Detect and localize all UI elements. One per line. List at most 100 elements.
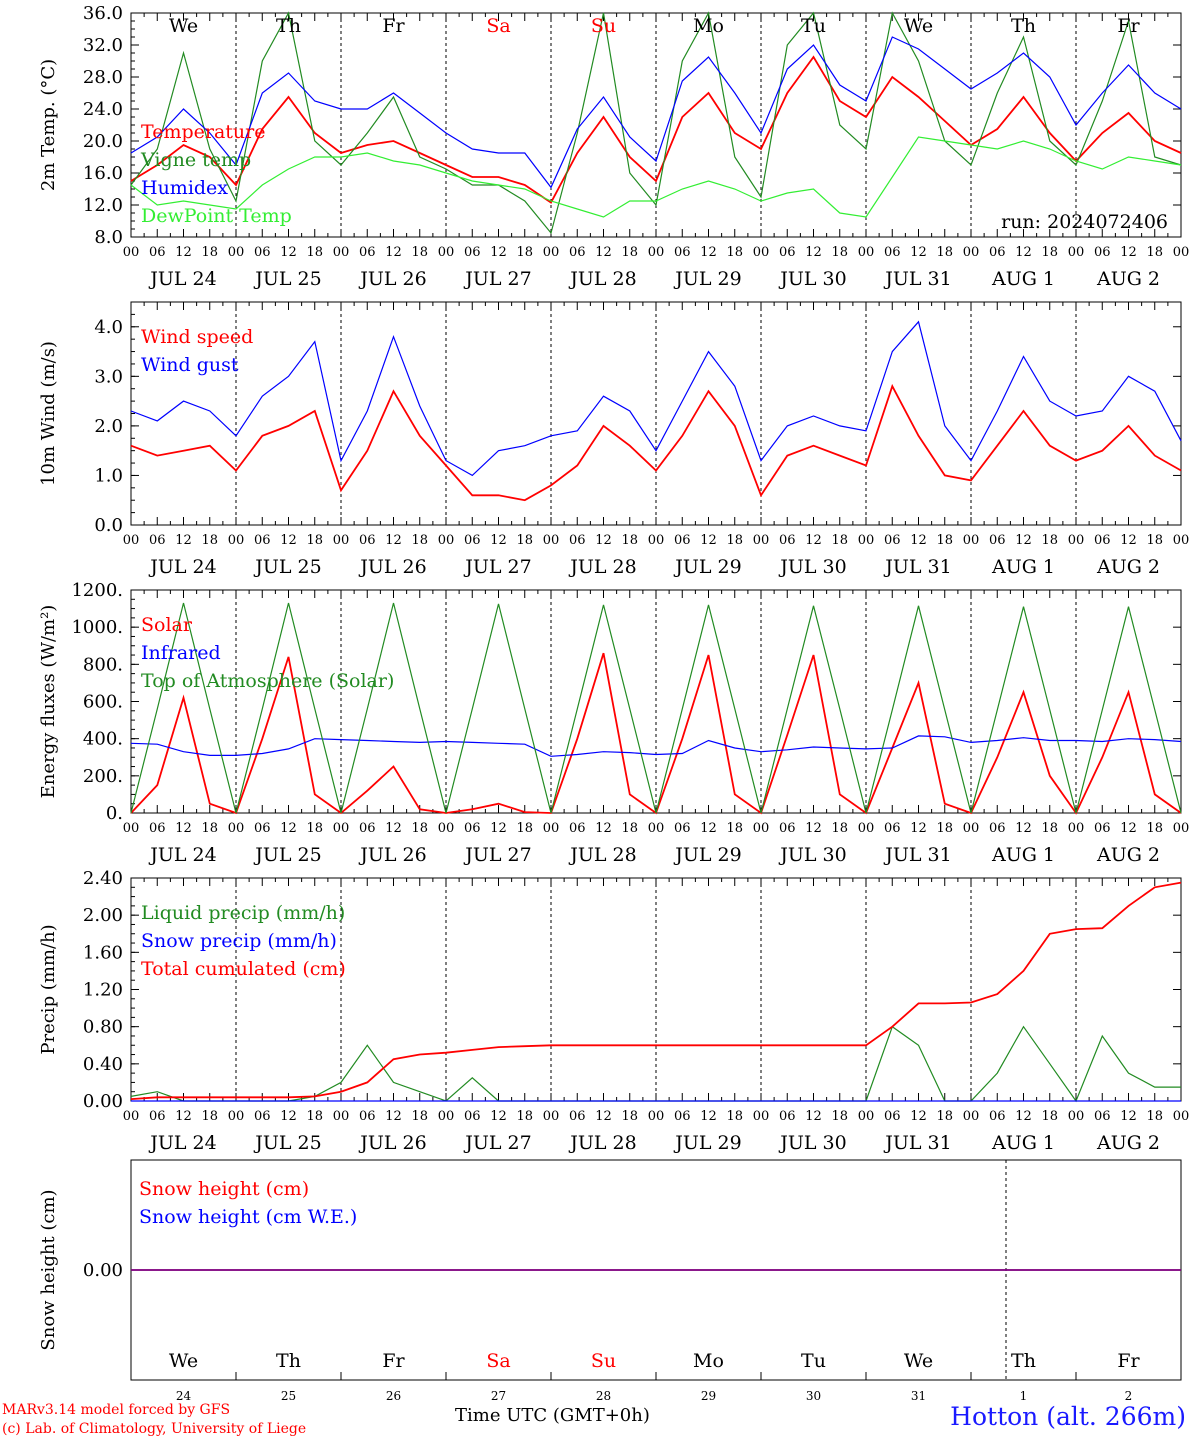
date-label: AUG 2 xyxy=(1096,268,1160,290)
weekday-label: Th xyxy=(276,1350,301,1372)
weekday-label: We xyxy=(169,15,198,37)
date-label: JUL 24 xyxy=(148,844,216,866)
plot-frame xyxy=(130,301,1182,526)
series-line xyxy=(130,881,1182,1100)
hour-tick-label: 18 xyxy=(411,533,428,548)
hour-tick-label: 12 xyxy=(490,245,507,260)
hour-tick-label: 18 xyxy=(1146,245,1163,260)
hour-tick-label: 18 xyxy=(1146,821,1163,836)
y-tick-label: 12.0 xyxy=(83,195,123,216)
time-axis-label: Time UTC (GMT+0h) xyxy=(455,1405,650,1426)
hour-tick-label: 00 xyxy=(648,533,665,548)
date-label: JUL 27 xyxy=(463,1132,531,1154)
hour-tick-label: 12 xyxy=(1120,821,1137,836)
y-tick-label: 1000. xyxy=(71,617,123,638)
date-label: AUG 1 xyxy=(991,268,1055,290)
series-line xyxy=(130,55,1182,204)
date-label: AUG 2 xyxy=(1096,844,1160,866)
hour-tick-label: 00 xyxy=(123,533,140,548)
hour-tick-label: 18 xyxy=(516,1109,533,1124)
y-axis-label: 2m Temp. (°C) xyxy=(38,59,59,191)
hour-tick-label: 06 xyxy=(989,1109,1006,1124)
hour-tick-label: 00 xyxy=(648,245,665,260)
hour-tick-label: 00 xyxy=(123,1109,140,1124)
series-line xyxy=(130,11,1182,235)
hour-tick-label: 12 xyxy=(910,533,927,548)
hour-tick-label: 06 xyxy=(359,821,376,836)
weekday-label: Su xyxy=(591,1350,616,1372)
legend-entry: Top of Atmosphere (Solar) xyxy=(141,670,394,692)
y-tick-label: 0.40 xyxy=(83,1054,123,1075)
hour-tick-label: 12 xyxy=(175,821,192,836)
hour-tick-label: 00 xyxy=(858,1109,875,1124)
y-tick-label: 32.0 xyxy=(83,35,123,56)
hour-tick-label: 06 xyxy=(884,821,901,836)
hour-tick-label: 12 xyxy=(700,1109,717,1124)
hour-tick-label: 18 xyxy=(726,245,743,260)
hour-tick-label: 00 xyxy=(228,533,245,548)
legend-entry: Temperature xyxy=(141,121,265,143)
y-tick-label: 1.0 xyxy=(94,465,123,486)
hour-tick-label: 18 xyxy=(1146,1109,1163,1124)
hour-tick-label: 06 xyxy=(254,533,271,548)
hour-tick-label: 18 xyxy=(621,245,638,260)
date-label: AUG 1 xyxy=(991,1132,1055,1154)
date-label: JUL 29 xyxy=(673,556,741,578)
hour-tick-label: 00 xyxy=(228,245,245,260)
y-tick-label: 0.00 xyxy=(83,1091,123,1112)
date-label: JUL 31 xyxy=(883,844,951,866)
hour-tick-label: 12 xyxy=(175,533,192,548)
date-label: JUL 26 xyxy=(358,844,426,866)
legend-entry: Humidex xyxy=(141,177,228,199)
weekday-label: Sa xyxy=(486,15,510,37)
weekday-label: Fr xyxy=(1117,1350,1140,1372)
hour-tick-label: 00 xyxy=(228,821,245,836)
hour-tick-label: 06 xyxy=(884,533,901,548)
hour-tick-label: 06 xyxy=(359,533,376,548)
hour-tick-label: 06 xyxy=(1094,245,1111,260)
footer-credit-line1: MARv3.14 model forced by GFS xyxy=(2,1402,231,1418)
hour-tick-label: 18 xyxy=(516,533,533,548)
hour-tick-label: 18 xyxy=(936,821,953,836)
hour-tick-label: 06 xyxy=(254,1109,271,1124)
date-label: JUL 29 xyxy=(673,1132,741,1154)
hour-tick-label: 18 xyxy=(1041,245,1058,260)
hour-tick-label: 06 xyxy=(779,533,796,548)
series-line xyxy=(130,36,1182,189)
series-line xyxy=(130,383,1182,502)
hour-tick-label: 06 xyxy=(779,821,796,836)
hour-tick-label: 06 xyxy=(464,533,481,548)
hour-tick-label: 06 xyxy=(464,245,481,260)
y-tick-label: 800. xyxy=(83,654,123,675)
hour-tick-label: 06 xyxy=(779,245,796,260)
hour-tick-label: 06 xyxy=(1094,821,1111,836)
hour-tick-label: 12 xyxy=(385,533,402,548)
chart-panel-3: 00 06 12 18 00 06 12 18 00 06 12 18 00 06 12 18 00 06 12 18… xyxy=(38,580,1189,866)
hour-tick-label: 12 xyxy=(280,1109,297,1124)
legend-entry: Solar xyxy=(141,614,193,636)
y-tick-label: 36.0 xyxy=(83,3,123,24)
hour-tick-label: 12 xyxy=(1015,1109,1032,1124)
date-label: JUL 24 xyxy=(148,556,216,578)
hour-tick-label: 00 xyxy=(438,1109,455,1124)
hour-tick-label: 00 xyxy=(543,533,560,548)
date-label: JUL 26 xyxy=(358,268,426,290)
hour-tick-label: 00 xyxy=(1068,821,1085,836)
hour-tick-label: 06 xyxy=(359,1109,376,1124)
hour-tick-label: 18 xyxy=(1041,821,1058,836)
hour-tick-label: 00 xyxy=(1173,1109,1190,1124)
hour-tick-label: 06 xyxy=(569,1109,586,1124)
hour-tick-label: 00 xyxy=(1173,245,1190,260)
date-label: JUL 31 xyxy=(883,268,951,290)
series-line xyxy=(130,735,1182,757)
hour-tick-label: 00 xyxy=(123,245,140,260)
hour-tick-label: 18 xyxy=(201,533,218,548)
weekday-label: Fr xyxy=(1117,15,1140,37)
hour-tick-label: 06 xyxy=(149,1109,166,1124)
hour-tick-label: 06 xyxy=(674,533,691,548)
hour-tick-label: 00 xyxy=(438,533,455,548)
hour-tick-label: 06 xyxy=(464,821,481,836)
hour-tick-label: 12 xyxy=(805,821,822,836)
day-number-label: 27 xyxy=(491,1389,506,1403)
